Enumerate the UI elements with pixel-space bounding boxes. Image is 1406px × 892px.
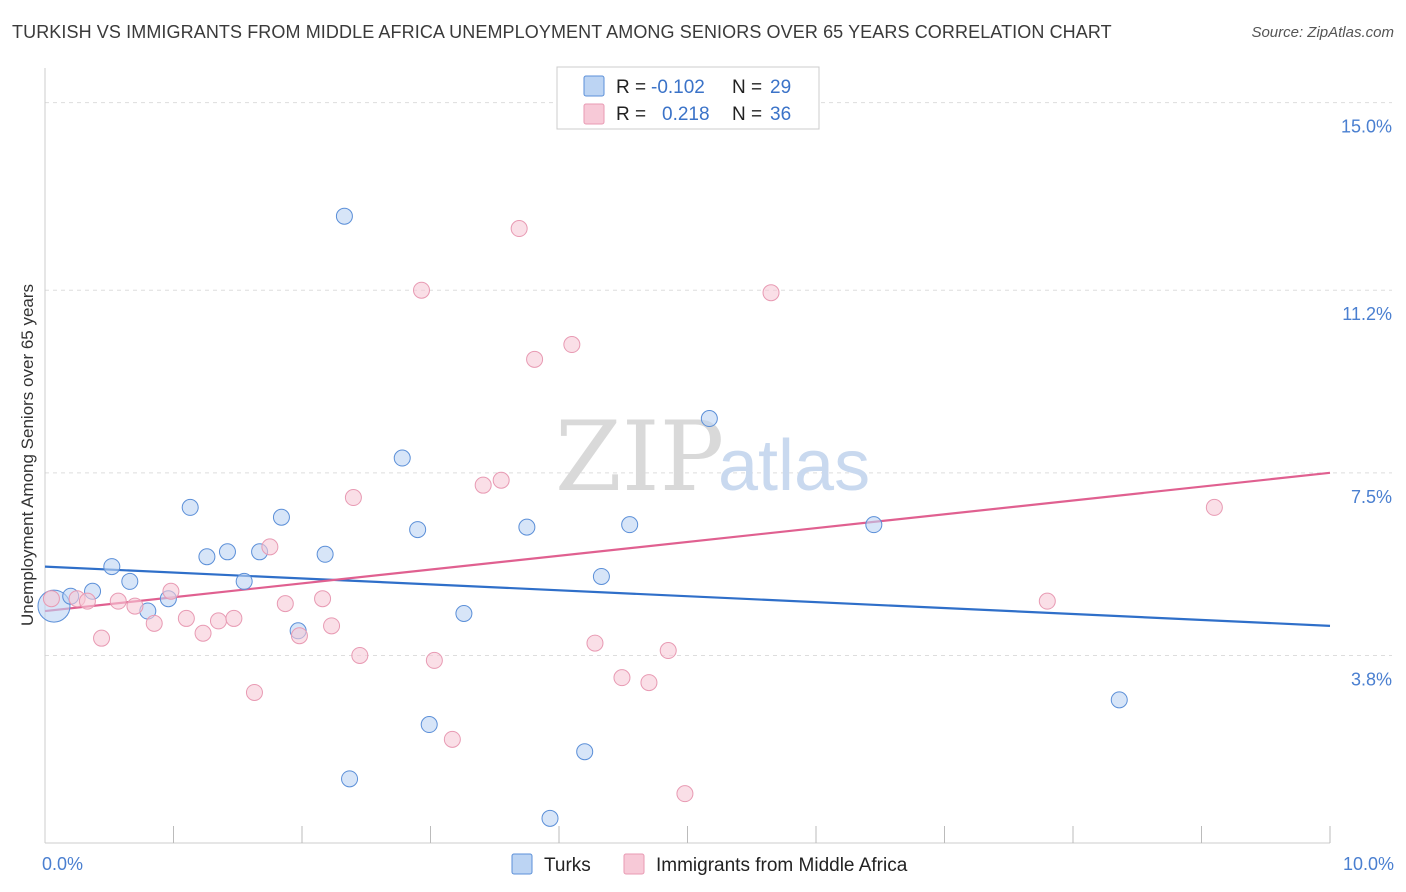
data-point-africa: [162, 582, 180, 600]
data-point-africa: [762, 284, 780, 302]
x-tick-label-start: 0.0%: [42, 854, 83, 874]
legend-n-label-turks: N =: [732, 77, 762, 98]
data-point-africa: [126, 597, 144, 615]
data-point-turks: [409, 521, 427, 539]
legend-swatch-turks: [583, 75, 605, 97]
data-point-africa: [413, 281, 431, 299]
legend-swatch-africa: [583, 103, 605, 125]
data-point-africa: [586, 634, 604, 652]
data-point-africa: [425, 651, 443, 669]
legend-n-value-africa: 36: [770, 104, 791, 125]
data-point-africa: [276, 595, 294, 613]
data-point-africa: [314, 590, 332, 608]
chart-title: TURKISH VS IMMIGRANTS FROM MIDDLE AFRICA…: [12, 22, 1112, 42]
axes-layer: 3.8% 7.5% 11.2% 15.0% 0.0% 10.0%: [42, 68, 1394, 874]
data-point-africa: [443, 730, 461, 748]
data-point-africa: [194, 624, 212, 642]
grid-layer: [45, 102, 1392, 656]
data-point-turks: [393, 449, 411, 467]
watermark-zip: ZIP: [555, 401, 724, 513]
data-point-turks: [541, 809, 559, 827]
watermark: ZIP atlas: [555, 401, 870, 513]
data-point-africa: [42, 590, 60, 608]
data-point-africa: [93, 629, 111, 647]
data-point-africa: [510, 220, 528, 238]
data-point-africa: [613, 669, 631, 687]
data-point-africa: [526, 350, 544, 368]
bottom-legend-swatch-africa: [623, 853, 645, 875]
data-point-africa: [640, 674, 658, 692]
data-point-africa: [344, 489, 362, 507]
data-point-africa: [563, 336, 581, 354]
legend-n-label-africa: N =: [732, 104, 762, 125]
data-point-turks: [235, 572, 253, 590]
data-point-africa: [351, 646, 369, 664]
data-point-turks: [103, 558, 121, 576]
y-tick-label: 11.2%: [1342, 304, 1392, 324]
trend-line-africa: [44, 471, 1331, 613]
data-point-africa: [225, 609, 243, 627]
data-point-turks: [621, 516, 639, 534]
x-tick-label-end: 10.0%: [1343, 854, 1394, 874]
data-point-africa: [78, 592, 96, 610]
data-point-turks: [865, 516, 883, 534]
chart-source: Source: ZipAtlas.com: [1251, 24, 1394, 41]
legend-r-label-africa: R =: [616, 104, 646, 125]
legend-r-label-turks: R =: [616, 77, 646, 98]
top-legend: R = -0.102 N = 29 R = 0.218 N = 36: [556, 66, 820, 130]
data-point-turks: [198, 548, 216, 566]
bottom-legend-label-turks: Turks: [544, 855, 591, 876]
data-point-turks: [181, 498, 199, 516]
data-point-africa: [177, 609, 195, 627]
bottom-legend: Turks Immigrants from Middle Africa: [511, 853, 908, 876]
data-point-africa: [209, 612, 227, 630]
bottom-legend-label-africa: Immigrants from Middle Africa: [656, 855, 908, 876]
data-point-africa: [474, 476, 492, 494]
data-point-africa: [1205, 498, 1223, 516]
data-point-africa: [145, 614, 163, 632]
data-point-turks: [335, 207, 353, 225]
legend-r-value-africa: 0.218: [662, 104, 710, 125]
points-layer: [37, 207, 1223, 827]
data-point-turks: [592, 567, 610, 585]
data-point-turks: [700, 410, 718, 428]
bottom-legend-swatch-turks: [511, 853, 533, 875]
legend-n-value-turks: 29: [770, 77, 791, 98]
data-point-africa: [1038, 592, 1056, 610]
data-point-africa: [261, 538, 279, 556]
data-point-turks: [518, 518, 536, 536]
y-axis-label: Unemployment Among Seniors over 65 years: [18, 284, 37, 626]
trend-layer: [44, 471, 1331, 627]
data-point-turks: [341, 770, 359, 788]
data-point-turks: [121, 572, 139, 590]
data-point-africa: [245, 683, 263, 701]
data-point-africa: [659, 642, 677, 660]
y-tick-label: 3.8%: [1351, 669, 1392, 689]
data-point-africa: [323, 617, 341, 635]
data-point-turks: [1110, 691, 1128, 709]
data-point-turks: [455, 605, 473, 622]
data-point-turks: [272, 508, 290, 526]
data-point-africa: [492, 471, 510, 489]
y-tick-label: 7.5%: [1351, 487, 1392, 507]
trend-line-turks: [44, 565, 1331, 627]
data-point-africa: [109, 592, 127, 610]
data-point-turks: [576, 743, 594, 761]
legend-r-value-turks: -0.102: [651, 77, 705, 98]
data-point-africa: [676, 785, 694, 803]
data-point-turks: [420, 716, 438, 734]
y-tick-label: 15.0%: [1341, 117, 1392, 137]
watermark-atlas: atlas: [718, 426, 870, 506]
data-point-turks: [218, 543, 236, 561]
data-point-africa: [290, 627, 308, 645]
data-point-turks: [316, 545, 334, 563]
